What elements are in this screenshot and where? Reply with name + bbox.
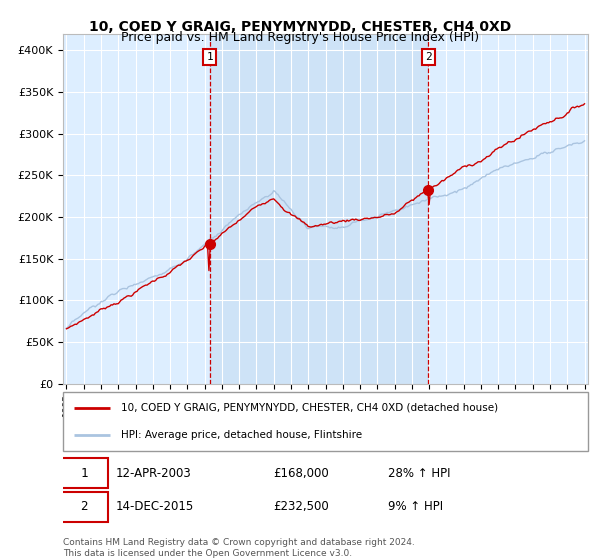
Text: 2: 2 [425, 52, 432, 62]
Text: 12-APR-2003: 12-APR-2003 [115, 466, 191, 480]
Text: 10, COED Y GRAIG, PENYMYNYDD, CHESTER, CH4 0XD (detached house): 10, COED Y GRAIG, PENYMYNYDD, CHESTER, C… [121, 403, 498, 413]
FancyBboxPatch shape [61, 492, 107, 521]
Text: 9% ↑ HPI: 9% ↑ HPI [389, 500, 443, 514]
Text: 1: 1 [80, 466, 88, 480]
Text: Contains HM Land Registry data © Crown copyright and database right 2024.
This d: Contains HM Land Registry data © Crown c… [63, 538, 415, 558]
Text: 10, COED Y GRAIG, PENYMYNYDD, CHESTER, CH4 0XD: 10, COED Y GRAIG, PENYMYNYDD, CHESTER, C… [89, 20, 511, 34]
Bar [209, 34, 428, 384]
FancyBboxPatch shape [63, 392, 588, 451]
FancyBboxPatch shape [61, 459, 107, 488]
Text: 1: 1 [206, 52, 213, 62]
Text: 28% ↑ HPI: 28% ↑ HPI [389, 466, 451, 480]
Text: 14-DEC-2015: 14-DEC-2015 [115, 500, 194, 514]
Text: HPI: Average price, detached house, Flintshire: HPI: Average price, detached house, Flin… [121, 430, 362, 440]
Text: 2: 2 [80, 500, 88, 514]
Text: Price paid vs. HM Land Registry's House Price Index (HPI): Price paid vs. HM Land Registry's House … [121, 31, 479, 44]
Text: £232,500: £232,500 [273, 500, 329, 514]
Text: £168,000: £168,000 [273, 466, 329, 480]
